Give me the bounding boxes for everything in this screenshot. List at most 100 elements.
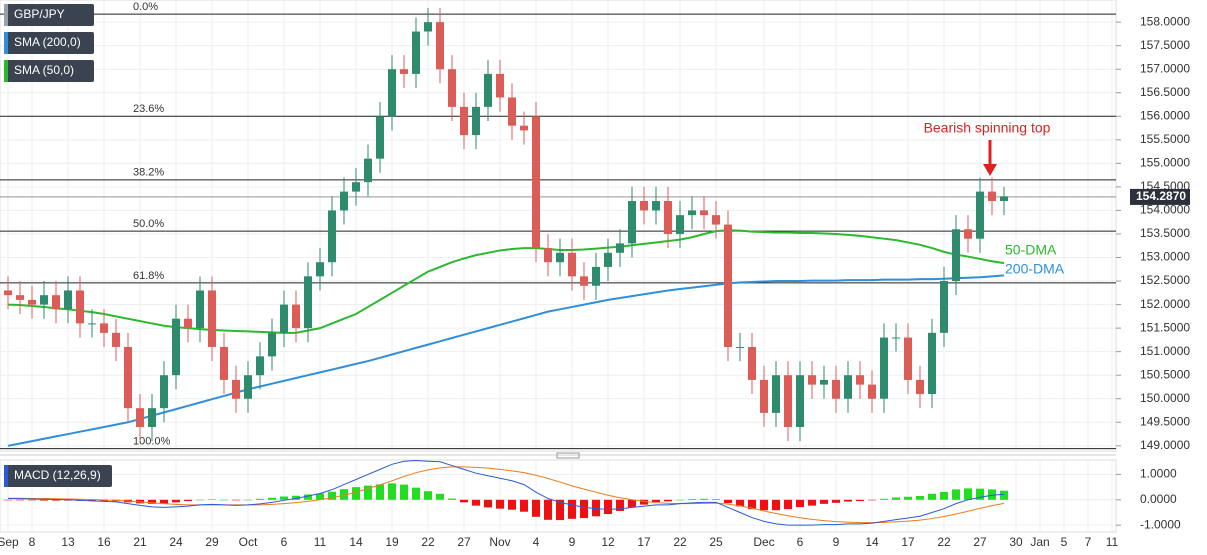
candle-body xyxy=(220,346,228,380)
y-tick-label: 1.0000 xyxy=(1140,467,1177,481)
histogram-bar xyxy=(808,499,816,506)
candle-body xyxy=(520,125,528,131)
candle-body xyxy=(88,323,96,325)
y-tick-label: 152.5000 xyxy=(1140,273,1190,287)
histogram-bar xyxy=(736,499,744,507)
histogram-bar xyxy=(1000,490,1008,500)
x-tick-label: 16 xyxy=(97,535,111,549)
annotation: 50-DMA xyxy=(1005,242,1057,258)
candle-body xyxy=(256,356,264,376)
fib-label: 0.0% xyxy=(133,1,158,13)
candle-body xyxy=(700,210,708,216)
histogram-bar xyxy=(316,493,324,500)
candle-body xyxy=(592,266,600,286)
legend-label: GBP/JPY xyxy=(14,7,65,21)
histogram-bar xyxy=(952,489,960,500)
y-tick-label: 151.5000 xyxy=(1140,320,1190,334)
histogram-bar xyxy=(628,499,636,508)
candle-body xyxy=(364,158,372,183)
candle-body xyxy=(712,215,720,225)
legend-swatch xyxy=(4,32,8,54)
histogram-bar xyxy=(292,495,300,500)
histogram-bar xyxy=(856,499,864,502)
candle-body xyxy=(412,31,420,74)
legend-label: SMA (200,0) xyxy=(14,35,81,49)
candle-body xyxy=(736,346,744,348)
histogram-bar xyxy=(424,491,432,500)
macd-line xyxy=(7,460,1005,526)
histogram-bar xyxy=(388,483,396,500)
histogram-bar xyxy=(724,499,732,504)
macd-plot-frame xyxy=(0,459,1117,533)
fib-label: 61.8% xyxy=(133,270,164,282)
y-tick-label: 156.5000 xyxy=(1140,85,1190,99)
x-tick-label: 9 xyxy=(569,535,576,549)
candle-body xyxy=(616,243,624,253)
histogram-bar xyxy=(196,499,204,501)
annotation-arrowhead xyxy=(983,164,997,176)
histogram-bar xyxy=(760,499,768,511)
histogram-bar xyxy=(904,496,912,500)
candle-body xyxy=(196,290,204,329)
candle-body xyxy=(760,379,768,413)
histogram-bar xyxy=(460,499,468,503)
legend-label: SMA (50,0) xyxy=(14,63,74,77)
candle-body xyxy=(172,318,180,376)
candle-body xyxy=(4,290,12,296)
candle-body xyxy=(268,332,276,357)
histogram-bar xyxy=(796,499,804,508)
histogram-bar xyxy=(592,499,600,517)
histogram-bar xyxy=(568,499,576,519)
histogram-bar xyxy=(748,499,756,510)
candle-body xyxy=(232,379,240,399)
x-tick-label: Sep xyxy=(0,535,19,549)
histogram-bar xyxy=(604,499,612,514)
candle-body xyxy=(880,337,888,399)
histogram-bar xyxy=(940,491,948,500)
histogram-bar xyxy=(448,498,456,500)
histogram-bar xyxy=(676,499,684,501)
histogram-bar xyxy=(328,491,336,500)
histogram-bar xyxy=(868,499,876,501)
histogram-bar xyxy=(28,499,36,501)
candle-body xyxy=(1000,196,1008,202)
legend-swatch xyxy=(4,60,8,82)
annotation: 200-DMA xyxy=(1005,261,1065,277)
candle-body xyxy=(544,248,552,263)
histogram-bar xyxy=(4,499,12,501)
x-tick-label: Dec xyxy=(753,535,774,549)
candle-body xyxy=(820,379,828,385)
candle-body xyxy=(100,323,108,333)
histogram-bar xyxy=(412,487,420,500)
candle-body xyxy=(688,210,696,216)
x-tick-label: 5 xyxy=(1061,535,1068,549)
candle-body xyxy=(940,281,948,333)
x-tick-label: 22 xyxy=(421,535,435,549)
legend-swatch xyxy=(4,4,8,26)
x-tick-label: 12 xyxy=(601,535,615,549)
histogram-bar xyxy=(832,499,840,503)
x-tick-label: 22 xyxy=(937,535,951,549)
histogram-bar xyxy=(280,496,288,500)
candle-body xyxy=(136,408,144,427)
candle-body xyxy=(460,106,468,136)
annotation: Bearish spinning top xyxy=(924,120,1051,136)
candle-body xyxy=(784,375,792,427)
histogram-bar xyxy=(556,499,564,521)
x-tick-label: 27 xyxy=(457,535,471,549)
candle-body xyxy=(424,22,432,32)
histogram-bar xyxy=(520,499,528,512)
x-tick-label: 14 xyxy=(865,535,879,549)
x-tick-label: 22 xyxy=(673,535,687,549)
y-tick-label: 156.0000 xyxy=(1140,108,1190,122)
legend-label: MACD (12,26,9) xyxy=(14,468,101,482)
x-tick-label: 9 xyxy=(833,535,840,549)
x-tick-label: 19 xyxy=(385,535,399,549)
candle-body xyxy=(436,22,444,70)
x-tick-label: 14 xyxy=(349,535,363,549)
fib-label: 50.0% xyxy=(133,218,164,230)
histogram-bar xyxy=(352,487,360,500)
histogram-bar xyxy=(652,499,660,503)
